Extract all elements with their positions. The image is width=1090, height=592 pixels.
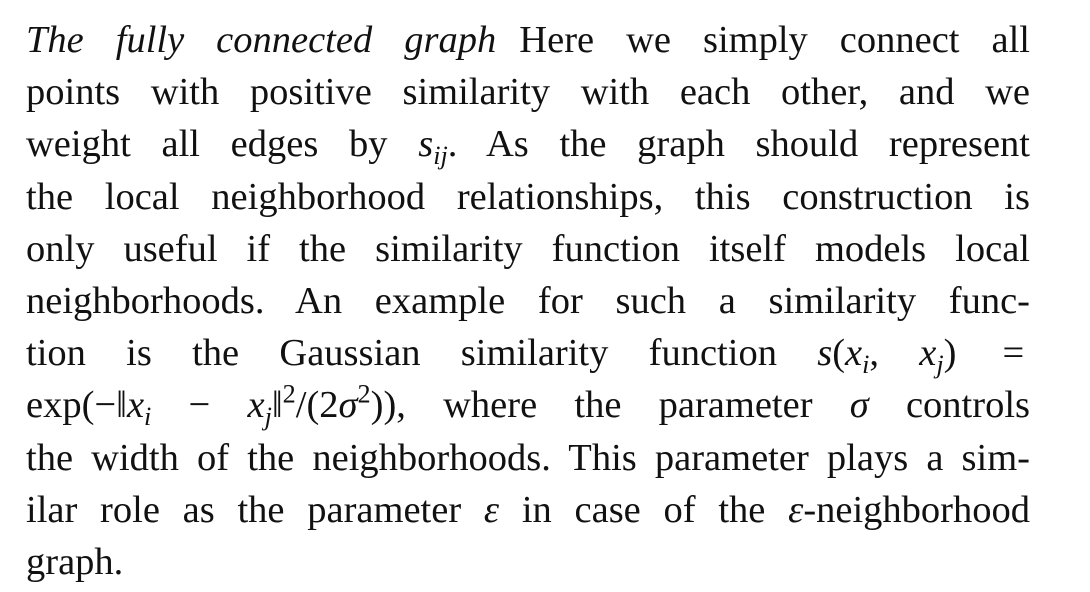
- epsilon-symbol: ε: [483, 488, 500, 531]
- gaussian-function-rhs: exp(−‖xi − xj‖2/(2σ2)),: [26, 379, 406, 432]
- sigma-symbol: σ: [849, 384, 869, 427]
- line-3-text-b: . As the graph should represent: [447, 123, 1031, 166]
- line-8-text-a: where the parameter: [443, 384, 813, 427]
- epsilon-neighborhood-term: ε-neighborhood: [788, 488, 1030, 531]
- line-9: the width of the neighborhoods. This par…: [26, 436, 1030, 479]
- line-1-text: Here we simply connect all: [519, 19, 1030, 61]
- line-5: only useful if the similarity function i…: [26, 227, 1030, 270]
- line-1: The fully connected graph Here we simply …: [26, 14, 1030, 66]
- equals-sign: =: [1002, 332, 1025, 375]
- line-4: the local neighborhood relationships, th…: [26, 175, 1030, 218]
- line-10-text-a: ilar role as the parameter: [26, 488, 462, 531]
- paragraph: The fully connected graph Here we simply …: [26, 14, 1030, 588]
- line-10: ilar role as the parameter ε in case of …: [26, 484, 1030, 536]
- line-8: exp(−‖xi − xj‖2/(2σ2)), where the parame…: [26, 379, 1030, 431]
- line-2: points with positive similarity with eac…: [26, 71, 1030, 114]
- line-7: tion is the Gaussian similarity function…: [26, 327, 1030, 379]
- line-6: neighborhoods. An example for such a sim…: [26, 279, 1030, 322]
- line-8-text-b: controls: [905, 384, 1031, 427]
- similarity-symbol: sij: [418, 123, 448, 171]
- gaussian-function-lhs: s(xi, xj): [817, 332, 957, 379]
- line-3: weight all edges by sij. As the graph sh…: [26, 118, 1030, 170]
- line-10-text-b: in case of the: [521, 488, 766, 531]
- line-3-text-a: weight all edges by: [26, 123, 388, 166]
- line-11: graph.: [26, 540, 124, 583]
- line-7-text: tion is the Gaussian similarity function: [26, 332, 777, 375]
- paragraph-heading: The fully connected graph: [26, 19, 497, 61]
